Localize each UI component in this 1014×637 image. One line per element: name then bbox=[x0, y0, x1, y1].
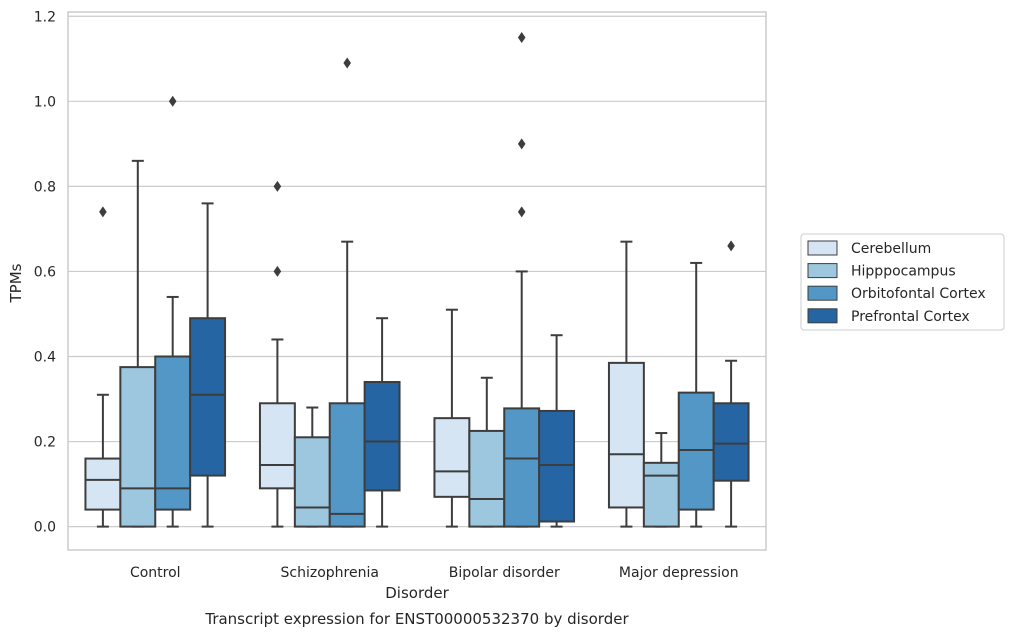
outlier-point bbox=[273, 265, 282, 277]
legend-swatch bbox=[807, 240, 838, 256]
plot-frame bbox=[67, 11, 767, 551]
box-iqr bbox=[433, 417, 471, 498]
box-iqr bbox=[607, 361, 645, 509]
box-cerebellum bbox=[84, 206, 122, 528]
box-prefrontal-cortex bbox=[538, 334, 576, 528]
box-iqr bbox=[677, 391, 715, 511]
box-hipppocampus bbox=[293, 406, 331, 528]
legend: Cerebellum Hipppocampus Orbitofontal Corte… bbox=[800, 233, 1005, 331]
box-plots bbox=[84, 32, 750, 528]
box-iqr bbox=[154, 355, 192, 511]
x-tick-label: Schizophrenia bbox=[281, 565, 379, 581]
y-tick-label: 1.2 bbox=[34, 9, 56, 25]
box-iqr bbox=[468, 429, 506, 528]
outlier-point bbox=[343, 57, 351, 69]
legend-swatch bbox=[807, 308, 838, 324]
box-iqr bbox=[293, 436, 331, 528]
x-axis-title: Disorder bbox=[385, 584, 449, 602]
y-tick-label: 1.0 bbox=[34, 94, 56, 110]
box-prefrontal-cortex bbox=[712, 240, 750, 528]
legend-label: Hipppocampus bbox=[851, 264, 956, 280]
outlier-point bbox=[273, 180, 282, 192]
box-hipppocampus bbox=[642, 432, 680, 528]
legend-label: Cerebellum bbox=[851, 241, 931, 257]
outlier-point bbox=[517, 32, 526, 44]
y-tick-label: 0.2 bbox=[34, 435, 56, 451]
outlier-point bbox=[168, 95, 177, 107]
box-iqr bbox=[503, 407, 541, 528]
legend-label: Prefrontal Cortex bbox=[851, 309, 970, 325]
box-orbitofontal-cortex bbox=[328, 57, 366, 528]
box-orbitofontal-cortex bbox=[154, 95, 192, 528]
box-cerebellum bbox=[433, 308, 471, 528]
legend-frame bbox=[800, 233, 1005, 331]
y-tick-labels: 0.0 0.2 0.4 0.6 0.8 1.0 1.2 bbox=[34, 9, 56, 535]
x-tick-label: Bipolar disorder bbox=[449, 565, 560, 581]
box-cerebellum bbox=[607, 240, 645, 528]
y-tick-label: 0.6 bbox=[34, 264, 56, 280]
box-iqr bbox=[189, 317, 227, 477]
legend-label: Orbitofontal Cortex bbox=[851, 286, 986, 302]
box-iqr bbox=[642, 461, 680, 528]
box-prefrontal-cortex bbox=[189, 202, 227, 528]
box-prefrontal-cortex bbox=[363, 317, 401, 528]
box-iqr bbox=[328, 402, 366, 528]
box-cerebellum bbox=[258, 180, 296, 528]
box-iqr bbox=[712, 402, 750, 482]
legend-swatch bbox=[807, 285, 838, 301]
y-tick-label: 0.8 bbox=[34, 179, 56, 195]
box-hipppocampus bbox=[468, 376, 506, 528]
box-orbitofontal-cortex bbox=[677, 261, 715, 528]
outlier-point bbox=[517, 206, 526, 218]
box-iqr bbox=[119, 366, 157, 528]
x-tick-label: Control bbox=[130, 565, 181, 581]
outlier-point bbox=[99, 206, 107, 218]
y-axis-title: TPMs bbox=[7, 263, 25, 303]
outlier-point bbox=[727, 240, 735, 252]
box-iqr bbox=[84, 457, 122, 511]
box-hipppocampus bbox=[119, 159, 157, 528]
chart-caption: Transcript expression for ENST0000053237… bbox=[204, 610, 629, 628]
box-iqr bbox=[258, 402, 296, 490]
box-iqr bbox=[538, 409, 576, 523]
legend-swatch bbox=[807, 263, 838, 279]
outlier-point bbox=[517, 138, 526, 150]
box-orbitofontal-cortex bbox=[503, 32, 541, 528]
x-tick-label: Major depression bbox=[619, 565, 739, 581]
y-tick-label: 0.0 bbox=[34, 520, 56, 536]
box-iqr bbox=[363, 381, 401, 492]
x-tick-labels: Control Schizophrenia Bipolar disorder Majo… bbox=[130, 565, 739, 581]
y-tick-label: 0.4 bbox=[34, 349, 56, 365]
